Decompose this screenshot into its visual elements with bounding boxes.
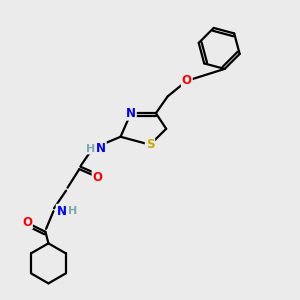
Text: S: S [146,138,154,151]
Text: N: N [57,205,67,218]
Text: N: N [96,142,106,155]
Text: O: O [22,216,32,229]
Text: H: H [68,206,77,216]
Text: N: N [126,107,136,120]
Text: O: O [93,171,103,184]
Text: O: O [182,74,192,87]
Text: H: H [86,143,96,154]
